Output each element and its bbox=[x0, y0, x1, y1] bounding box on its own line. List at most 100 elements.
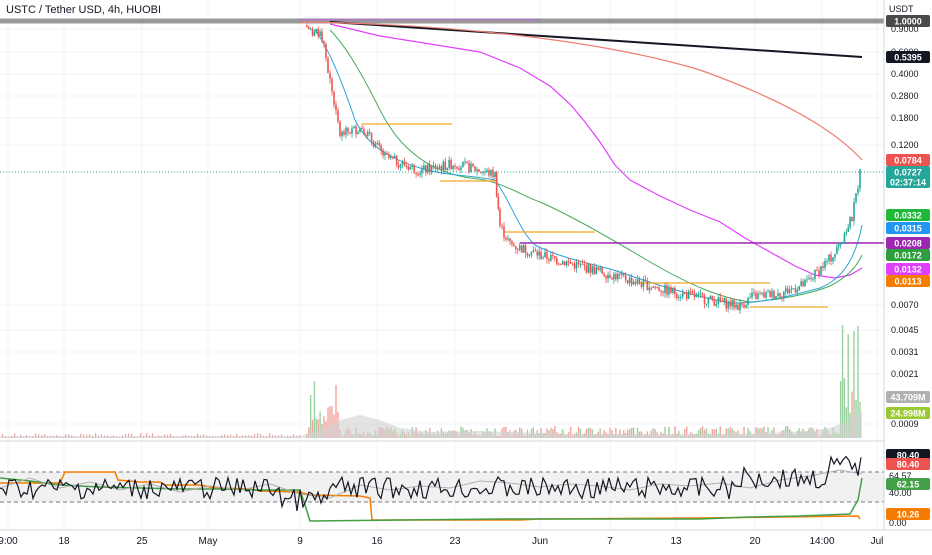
volume-bar bbox=[329, 406, 331, 438]
candle-body bbox=[561, 261, 564, 265]
candle-body bbox=[626, 280, 629, 284]
candle-body bbox=[405, 165, 408, 167]
volume-bar bbox=[619, 429, 621, 438]
time-tick-label: 7 bbox=[607, 536, 613, 547]
candle-body bbox=[609, 274, 611, 279]
candle-body bbox=[820, 266, 822, 276]
candle-body bbox=[417, 174, 419, 176]
symbol-title[interactable]: USTC / Tether USD, 4h, HUOBI bbox=[6, 4, 162, 16]
candle-body bbox=[393, 155, 396, 158]
candle-body bbox=[401, 161, 404, 165]
candle-body bbox=[705, 303, 708, 305]
candle-body bbox=[390, 156, 392, 158]
volume-bar bbox=[311, 420, 314, 438]
candle-body bbox=[413, 165, 415, 173]
candle-body bbox=[403, 161, 406, 166]
candle-body bbox=[771, 290, 773, 298]
candle-body bbox=[397, 165, 400, 168]
candle-body bbox=[743, 304, 745, 308]
price-tick-label: 0.0009 bbox=[891, 419, 919, 429]
osc-green bbox=[0, 477, 863, 522]
candle-body bbox=[335, 104, 337, 111]
candle-body bbox=[309, 28, 312, 30]
candle-body bbox=[721, 300, 724, 302]
candle-body bbox=[423, 165, 425, 169]
svg-text:1.0000: 1.0000 bbox=[894, 17, 922, 27]
candle-body bbox=[448, 159, 450, 168]
volume-bar bbox=[313, 381, 316, 438]
candle-body bbox=[421, 168, 423, 174]
volume-bar bbox=[632, 427, 635, 438]
time-tick-label: Jul bbox=[871, 536, 884, 547]
price-badge: 0.0727 bbox=[886, 166, 930, 178]
candle-body bbox=[619, 273, 621, 275]
candle-body bbox=[713, 300, 716, 306]
volume-bar bbox=[668, 426, 670, 438]
candle-body bbox=[779, 293, 781, 297]
candle-body bbox=[384, 152, 386, 156]
svg-text:62.15: 62.15 bbox=[897, 480, 920, 490]
candle-body bbox=[587, 264, 590, 273]
candle-body bbox=[648, 287, 651, 291]
svg-text:02:37:14: 02:37:14 bbox=[890, 178, 926, 188]
oscillator-pane[interactable] bbox=[0, 455, 884, 522]
currency-label: USDT bbox=[889, 4, 914, 14]
candle-body bbox=[617, 273, 619, 280]
volume-bar bbox=[309, 395, 312, 438]
candle-body bbox=[472, 163, 474, 167]
candle-body bbox=[540, 251, 542, 259]
volume-bar bbox=[577, 426, 580, 438]
price-badge: 0.0315 bbox=[886, 222, 930, 234]
volume-bar bbox=[615, 427, 617, 438]
candle-body bbox=[388, 154, 390, 158]
candle-body bbox=[790, 288, 793, 291]
volume-bar bbox=[853, 331, 855, 438]
candle-body bbox=[759, 293, 761, 295]
candle-body bbox=[783, 291, 785, 298]
candle-body bbox=[810, 277, 812, 279]
candle-body bbox=[849, 217, 851, 228]
candle-body bbox=[542, 257, 544, 259]
candle-body bbox=[630, 277, 633, 285]
candle-body bbox=[843, 233, 846, 243]
volume-bar bbox=[335, 384, 337, 438]
price-pane[interactable] bbox=[0, 18, 884, 439]
candle-body bbox=[679, 296, 682, 298]
candle-body bbox=[536, 251, 539, 256]
time-axis-ticks[interactable]: 9:00 18 25 May 9 16 23 Jun 7 13 20 14:00 Jul bbox=[0, 536, 883, 547]
volume-bar bbox=[152, 433, 154, 438]
volume-bar bbox=[664, 426, 666, 438]
volume-bar bbox=[331, 406, 333, 438]
candle-body bbox=[474, 166, 476, 171]
candle-body bbox=[569, 261, 572, 264]
volume-bar bbox=[715, 428, 718, 438]
candle-body bbox=[707, 297, 710, 304]
candle-body bbox=[395, 155, 398, 166]
candle-body bbox=[689, 291, 692, 293]
candle-body bbox=[534, 250, 537, 252]
candle-body bbox=[575, 262, 578, 269]
candle-body bbox=[620, 272, 623, 275]
candle-body bbox=[642, 279, 645, 287]
candle-body bbox=[830, 254, 832, 262]
volume-bar bbox=[589, 427, 592, 438]
candle-body bbox=[370, 132, 373, 141]
time-tick-label: 25 bbox=[136, 536, 148, 547]
osc-tick-label: 64.57 bbox=[889, 471, 912, 481]
candle-body bbox=[359, 127, 361, 133]
candle-body bbox=[723, 298, 726, 302]
candle-body bbox=[719, 297, 722, 301]
candle-body bbox=[753, 292, 755, 294]
candle-body bbox=[652, 286, 655, 289]
candle-body bbox=[747, 297, 749, 306]
candle-body bbox=[365, 134, 367, 137]
candle-body bbox=[380, 145, 382, 151]
candle-body bbox=[509, 238, 511, 242]
candle-body bbox=[751, 292, 753, 298]
candle-body bbox=[676, 293, 678, 298]
candle-body bbox=[565, 261, 568, 266]
candle-body bbox=[466, 161, 468, 163]
candle-body bbox=[579, 263, 582, 265]
